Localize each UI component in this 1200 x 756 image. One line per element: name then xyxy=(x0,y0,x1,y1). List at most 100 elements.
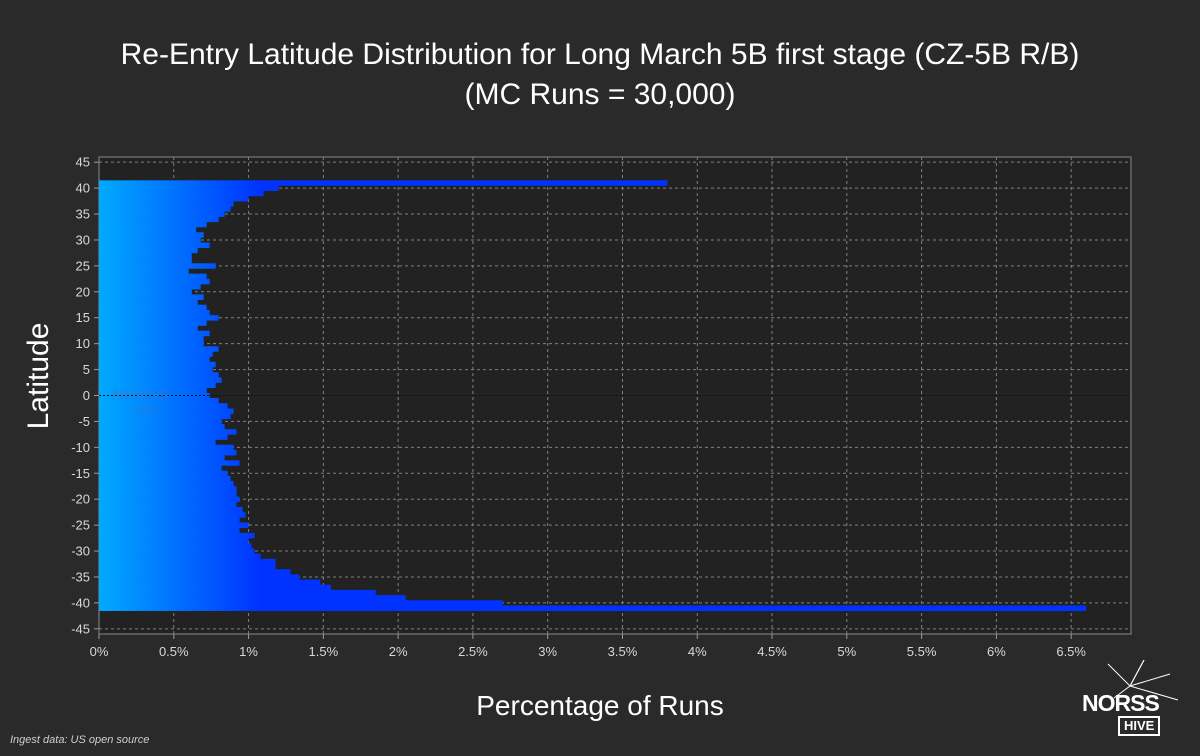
bar-lat--41 xyxy=(99,605,1087,611)
x-tick-label-3: 1.5% xyxy=(309,644,339,659)
bar-lat-8 xyxy=(99,351,213,357)
bar-lat--33 xyxy=(99,564,276,570)
bar-lat--23 xyxy=(99,512,246,518)
y-tick-label-15: -30 xyxy=(71,544,90,559)
x-tick-label-12: 6% xyxy=(987,644,1006,659)
x-tick-label-13: 6.5% xyxy=(1056,644,1086,659)
bar-lat--1 xyxy=(99,398,219,404)
bar-lat--8 xyxy=(99,434,228,440)
bar-lat--11 xyxy=(99,449,237,456)
bar-lat-35 xyxy=(99,211,225,217)
bar-lat-9 xyxy=(99,346,219,352)
bar-lat-10 xyxy=(99,341,204,347)
bar-lat--3 xyxy=(99,408,234,414)
bar-lat-22 xyxy=(99,278,210,285)
logo-text-norss: NORSS xyxy=(1082,690,1160,716)
bar-lat--38 xyxy=(99,589,376,596)
y-axis-label: Latitude xyxy=(22,322,55,430)
bar-lat-0 xyxy=(99,392,210,399)
y-tick-label-13: -20 xyxy=(71,492,90,507)
bar-lat--35 xyxy=(99,574,300,580)
y-tick-label-7: 10 xyxy=(76,336,90,351)
y-tick-label-9: 0 xyxy=(83,388,90,403)
x-axis-label: Percentage of Runs xyxy=(476,690,724,721)
grid-lines xyxy=(99,157,1131,634)
y-axis-ticks: 45 40 35 30 25 20 15 10 5 0 -5 -10 -15 -20 -25 -30 -35 -4… xyxy=(71,155,99,636)
y-tick-label-6: 15 xyxy=(76,310,90,325)
bar-lat-41 xyxy=(99,180,668,186)
bar-lat-2 xyxy=(99,382,216,389)
footnote: Ingest data: US open source xyxy=(10,734,150,746)
bar-lat-7 xyxy=(99,356,210,363)
logo-text-hive: HIVE xyxy=(1118,716,1161,736)
bar-lat--9 xyxy=(99,439,216,446)
bars xyxy=(99,180,1087,611)
bar-lat-14 xyxy=(99,320,207,326)
x-tick-label-11: 5.5% xyxy=(907,644,937,659)
chart-title-line2: (MC Runs = 30,000) xyxy=(464,78,736,111)
watermark-text-bottom: HIVE xyxy=(132,405,158,417)
x-tick-label-6: 3% xyxy=(538,644,557,659)
bar-lat--10 xyxy=(99,444,234,451)
bar-lat-29 xyxy=(99,242,210,249)
bar-lat-20 xyxy=(99,289,192,295)
bar-lat--22 xyxy=(99,506,243,513)
bar-lat-32 xyxy=(99,226,197,233)
watermark: NORSS HIVE xyxy=(112,387,169,417)
y-tick-label-11: -10 xyxy=(71,440,90,455)
x-tick-label-10: 5% xyxy=(837,644,856,659)
bar-lat-19 xyxy=(99,294,204,300)
y-tick-label-16: -35 xyxy=(71,569,90,584)
bar-lat-40 xyxy=(99,185,279,192)
bar-lat--12 xyxy=(99,455,225,461)
y-tick-label-4: 25 xyxy=(76,258,90,273)
bar-lat-28 xyxy=(99,247,198,254)
bar-lat--36 xyxy=(99,579,321,586)
bar-lat-34 xyxy=(99,216,219,223)
y-tick-label-10: -5 xyxy=(78,414,90,429)
bar-lat--29 xyxy=(99,543,252,549)
bar-lat--25 xyxy=(99,522,249,529)
bar-lat-16 xyxy=(99,309,210,316)
bar-lat--17 xyxy=(99,481,234,487)
bar-lat--2 xyxy=(99,403,228,409)
bar-lat-23 xyxy=(99,273,207,280)
bar-lat-5 xyxy=(99,366,213,373)
bar-lat-6 xyxy=(99,361,216,368)
bar-lat-26 xyxy=(99,258,192,264)
bar-lat-1 xyxy=(99,387,207,394)
y-tick-label-2: 35 xyxy=(76,207,90,222)
x-tick-label-0: 0% xyxy=(90,644,109,659)
bar-lat-37 xyxy=(99,201,234,207)
x-axis-ticks: 0% 0.5% 1% 1.5% 2% 2.5% 3% 3.5% 4% 4.5% 5% 5.5% 6% 6.… xyxy=(90,634,1086,659)
watermark-text-top: NORSS xyxy=(112,387,169,404)
bar-lat-24 xyxy=(99,268,189,274)
bar-lat-36 xyxy=(99,206,231,212)
bar-lat-39 xyxy=(99,190,264,197)
bar-lat--15 xyxy=(99,470,228,477)
y-tick-label-0: 45 xyxy=(76,155,90,170)
bar-lat-11 xyxy=(99,335,204,342)
x-tick-label-7: 3.5% xyxy=(608,644,638,659)
norss-hive-logo: NORSS HIVE xyxy=(1078,660,1188,750)
bar-lat-38 xyxy=(99,195,249,202)
chart-title-line1: Re-Entry Latitude Distribution for Long … xyxy=(120,38,1080,71)
y-tick-label-17: -40 xyxy=(71,595,90,610)
bar-lat-31 xyxy=(99,232,204,238)
bar-lat--26 xyxy=(99,527,240,534)
y-tick-label-5: 20 xyxy=(76,284,90,299)
bar-lat--5 xyxy=(99,418,222,425)
bar-lat-15 xyxy=(99,315,219,321)
logo-star-icon xyxy=(1107,660,1179,701)
x-tick-label-9: 4.5% xyxy=(757,644,787,659)
bar-lat--32 xyxy=(99,558,276,565)
x-tick-label-2: 1% xyxy=(239,644,258,659)
x-tick-label-8: 4% xyxy=(688,644,707,659)
bar-lat--24 xyxy=(99,517,240,523)
y-tick-label-14: -25 xyxy=(71,518,90,533)
bar-lat-17 xyxy=(99,304,207,311)
bar-lat--21 xyxy=(99,501,237,508)
y-tick-label-1: 40 xyxy=(76,181,90,196)
bar-lat--30 xyxy=(99,548,255,554)
